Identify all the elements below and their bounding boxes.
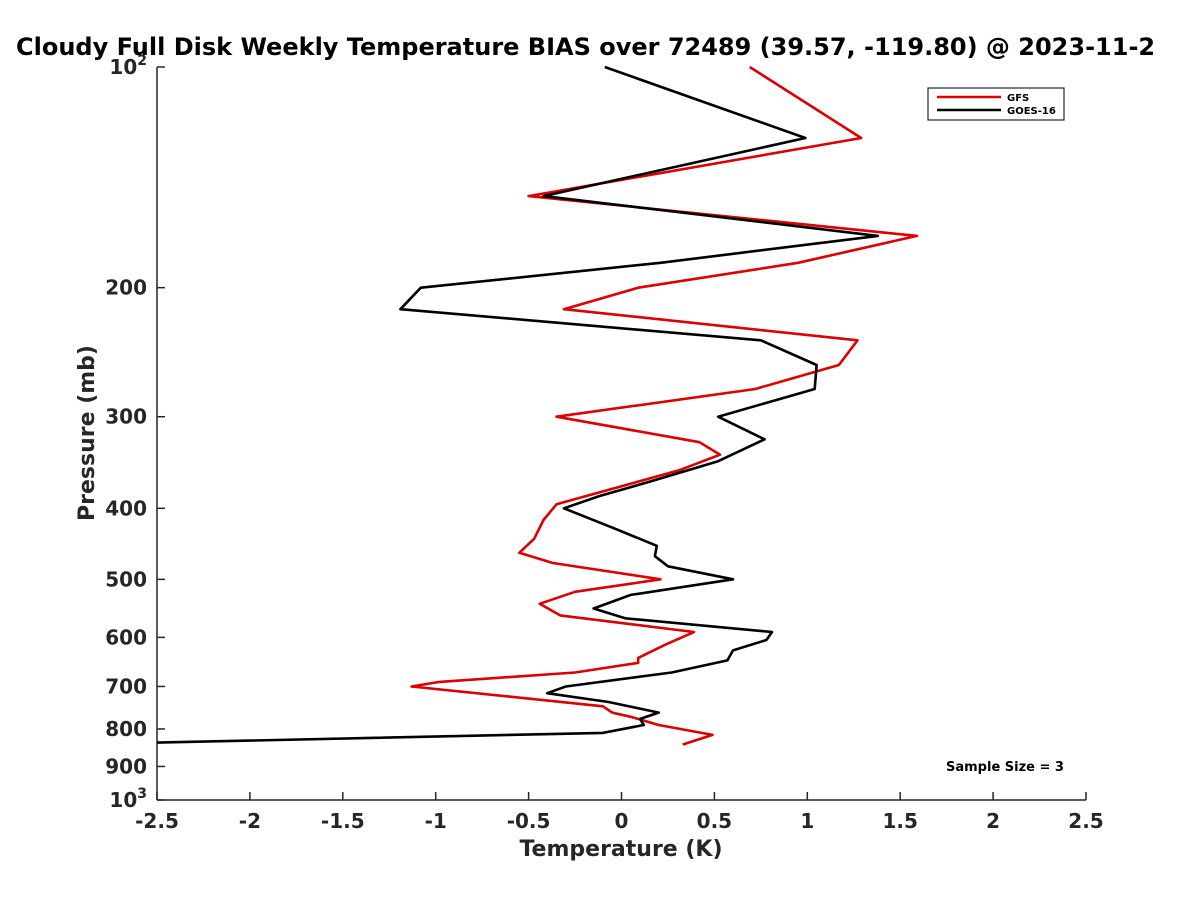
y-tick-label: 300	[105, 405, 147, 429]
series-layer	[156, 65, 919, 746]
y-tick-label: 600	[105, 625, 147, 649]
y-tick-label: 400	[105, 496, 147, 520]
sample-size-annotation: Sample Size = 3	[946, 760, 1064, 775]
legend: GFS GOES-16	[927, 87, 1065, 121]
legend-label-gfs: GFS	[1007, 93, 1029, 104]
y-tick-label: 800	[105, 717, 147, 741]
y-tick-label: 103	[109, 786, 147, 812]
x-tick-label: 1	[800, 809, 814, 833]
y-tick-label: 900	[105, 754, 147, 778]
x-tick-label: -2.5	[135, 809, 179, 833]
legend-label-goes16: GOES-16	[1007, 106, 1056, 117]
x-tick-label: -1.5	[321, 809, 365, 833]
y-tick-label: 500	[105, 567, 147, 591]
x-tick-label: 2	[986, 809, 1000, 833]
x-tick-label: 0	[615, 809, 629, 833]
plot-area	[156, 67, 1086, 801]
x-tick-label: -0.5	[507, 809, 551, 833]
chart-title: Cloudy Full Disk Weekly Temperature BIAS…	[16, 33, 1155, 61]
x-tick-label: 2.5	[1068, 809, 1103, 833]
legend-box	[927, 87, 1065, 121]
y-tick-label: 102	[109, 53, 147, 79]
x-tick-label: 0.5	[697, 809, 732, 833]
y-axis-label: Pressure (mb)	[75, 345, 100, 521]
x-tick-label: -2	[239, 809, 261, 833]
y-tick-label: 200	[105, 276, 147, 300]
x-tick-label: 1.5	[882, 809, 917, 833]
y-tick-label: 700	[105, 674, 147, 698]
x-axis-label: Temperature (K)	[519, 837, 722, 862]
series-line-gfs	[410, 65, 919, 746]
x-tick-label: -1	[425, 809, 447, 833]
y-axis-ticks: 102 200 300 400 500 600 700 800 900 103	[105, 53, 165, 812]
x-axis-ticks: -2.5 -2 -1.5 -1 -0.5 0 0.5 1 1.5 2 2.5	[135, 792, 1104, 833]
series-line-goes16	[156, 65, 880, 744]
